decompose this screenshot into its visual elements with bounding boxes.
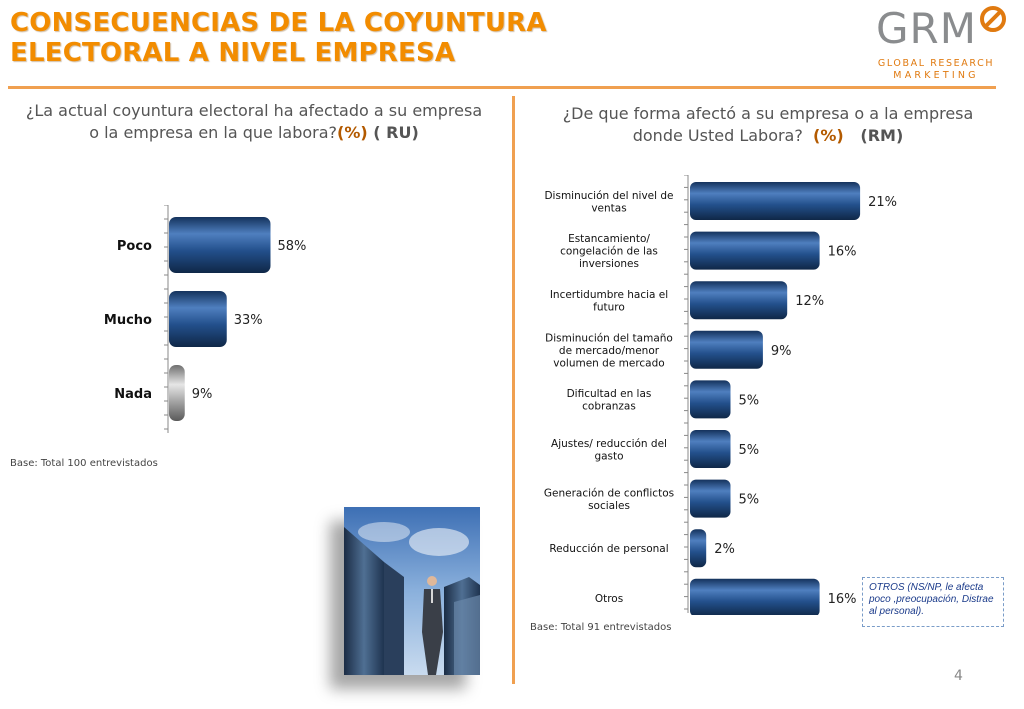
right-value-label: 5% <box>739 493 760 508</box>
left-question-pct: (%) <box>337 123 368 142</box>
right-question-line-1: ¿De que forma afectó a su empresa o a la… <box>562 104 974 123</box>
left-question-line-2: o la empresa en la que labora?(%) ( RU) <box>14 122 494 144</box>
right-bar <box>690 430 731 468</box>
right-category-line: Disminución del tamaño <box>545 332 673 344</box>
left-value-label: 33% <box>234 313 263 328</box>
right-category-label: Incertidumbre hacia el futuro <box>550 289 668 314</box>
right-value-label: 5% <box>739 393 760 408</box>
right-value-label: 5% <box>739 443 760 458</box>
right-question-text: donde Usted Labora? <box>632 126 814 145</box>
left-category-label: Nada <box>114 387 152 402</box>
right-value-label: 16% <box>828 245 857 260</box>
right-category-label: Generación de conflictos sociales <box>544 487 674 512</box>
logo-swirl-icon <box>980 6 1006 32</box>
right-value-label: 9% <box>771 344 792 359</box>
right-category-label: Disminución del nivel de ventas <box>544 190 673 215</box>
others-note: OTROS (NS/NP, le afecta poco ,preocupaci… <box>862 577 1004 627</box>
right-category-line: Reducción de personal <box>549 543 668 555</box>
right-bar <box>690 529 707 568</box>
right-category-label: Disminución del tamaño de mercado/menor vo… <box>545 332 673 369</box>
right-category-line: ventas <box>591 202 626 214</box>
right-category-line: Estancamiento/ <box>568 233 650 245</box>
right-value-label: 12% <box>795 294 824 309</box>
left-question-ru: ( RU) <box>367 123 419 142</box>
right-bar <box>690 330 763 369</box>
left-question-text: o la empresa en la que labora? <box>89 123 338 142</box>
right-category-line: inversiones <box>579 258 639 270</box>
left-question-line-1: ¿La actual coyuntura electoral ha afecta… <box>25 101 483 120</box>
right-bar <box>690 281 788 320</box>
right-question: ¿De que forma afectó a su empresa o a la… <box>548 103 988 147</box>
left-value-label: 9% <box>192 387 213 402</box>
grm-logo: GRM GLOBAL RESEARCH MARKETING <box>866 4 1016 84</box>
right-category-line: gasto <box>594 450 623 462</box>
left-question: ¿La actual coyuntura electoral ha afecta… <box>14 100 494 144</box>
right-bar <box>690 479 731 518</box>
right-category-line: Incertidumbre hacia el <box>550 289 668 301</box>
right-category-label: Otros <box>595 593 623 605</box>
vertical-divider <box>512 96 515 684</box>
header-rule <box>8 86 996 89</box>
right-category-line: volumen de mercado <box>553 357 664 369</box>
right-bar <box>690 182 861 220</box>
chart-right: Disminución del nivel de ventas 21% Estanca… <box>544 175 897 615</box>
right-bar <box>690 578 820 615</box>
title-line-1: CONSECUENCIAS DE LA COYUNTURA <box>10 8 547 38</box>
right-base-note: Base: Total 91 entrevistados <box>530 622 672 633</box>
right-value-label: 16% <box>828 592 857 607</box>
right-category-line: Otros <box>595 593 623 605</box>
right-category-line: futuro <box>593 301 625 313</box>
right-category-line: de mercado/menor <box>559 345 660 357</box>
right-category-line: cobranzas <box>582 401 636 413</box>
right-category-line: sociales <box>588 500 630 512</box>
logo-subtitle-1: GLOBAL RESEARCH <box>877 58 995 69</box>
right-category-label: Dificultad en las cobranzas <box>567 388 652 413</box>
logo-subtitle-2: MARKETING <box>893 70 979 81</box>
page-title: CONSECUENCIAS DE LA COYUNTURA ELECTORAL … <box>10 8 570 68</box>
right-bar <box>690 231 820 270</box>
right-bar <box>690 380 731 419</box>
right-category-line: congelación de las <box>560 246 658 258</box>
left-base-note: Base: Total 100 entrevistados <box>10 458 158 469</box>
right-value-label: 21% <box>868 195 897 210</box>
right-question-line-2: donde Usted Labora? (%) (RM) <box>548 125 988 147</box>
left-category-label: Poco <box>117 239 152 254</box>
right-category-line: Dificultad en las <box>567 388 652 400</box>
right-category-line: Disminución del nivel de <box>544 190 673 202</box>
right-category-label: Estancamiento/congelación de las inversio… <box>560 233 658 270</box>
right-value-label: 2% <box>714 542 735 557</box>
page-number: 4 <box>954 668 963 684</box>
right-category-line: Ajustes/ reducción del <box>551 438 667 450</box>
right-category-line: Generación de conflictos <box>544 487 674 499</box>
left-bar <box>169 365 185 421</box>
right-category-label: Ajustes/ reducción del gasto <box>551 438 667 463</box>
left-bar <box>169 217 271 273</box>
right-question-rm: (RM) <box>843 126 904 145</box>
left-category-label: Mucho <box>104 313 152 328</box>
right-question-pct: (%) <box>813 126 844 145</box>
left-bar <box>169 291 227 347</box>
logo-letters: GRM <box>876 4 977 53</box>
businessman-photo <box>344 507 480 675</box>
chart-left: Poco 58% Mucho 33% Nada 9% <box>104 205 307 433</box>
left-value-label: 58% <box>278 239 307 254</box>
right-category-label: Reducción de personal <box>549 543 668 555</box>
title-line-2: ELECTORAL A NIVEL EMPRESA <box>10 38 456 68</box>
